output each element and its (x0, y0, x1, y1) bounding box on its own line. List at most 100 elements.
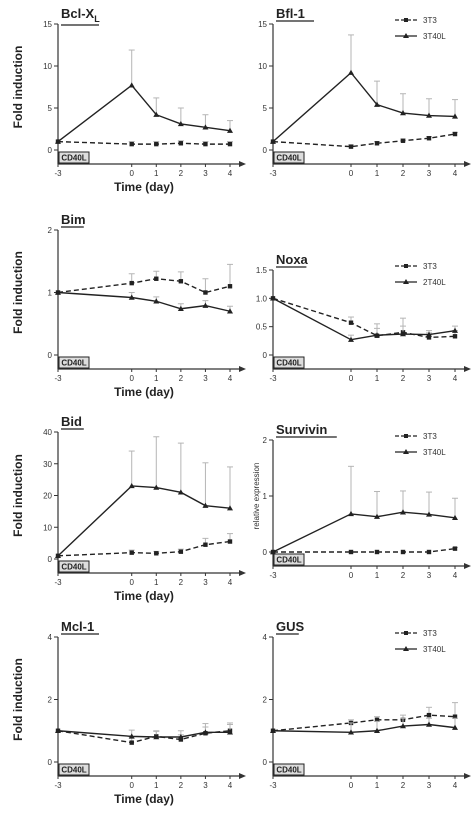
x-tick-label: 2 (401, 781, 406, 790)
data-point (400, 509, 406, 515)
series-3T40L (55, 436, 233, 559)
x-tick-label: 2 (401, 374, 406, 383)
series-line (272, 297, 456, 339)
x-tick-label: 0 (349, 374, 354, 383)
data-point (129, 141, 134, 147)
data-point (202, 124, 209, 130)
x-tick-label: 4 (453, 781, 458, 790)
x-tick-label: 2 (401, 169, 406, 178)
x-tick-label: 3 (203, 169, 208, 178)
legend-marker (403, 33, 409, 38)
series-3T3 (270, 546, 458, 555)
data-point (348, 69, 354, 75)
data-point (129, 550, 134, 555)
legend-label: 3T3 (423, 16, 437, 25)
data-point (452, 514, 458, 521)
x-tick-label: -3 (269, 781, 277, 790)
data-point (153, 734, 160, 740)
y-tick-label: 0.5 (256, 323, 268, 332)
series-line (57, 485, 231, 557)
x-tick-label: -3 (54, 374, 62, 383)
series-line (57, 540, 231, 557)
series-3T40L (270, 465, 458, 555)
data-point (178, 549, 184, 554)
series-3T40L (270, 717, 458, 735)
x-tick-label: 4 (228, 578, 233, 587)
y-axis-label: Fold induction (11, 454, 25, 537)
y-tick-label: 10 (43, 523, 52, 532)
x-tick-label: 0 (349, 571, 354, 580)
series-line (57, 730, 230, 738)
y-axis-label: Fold induction (11, 658, 25, 741)
legend-label: 3T3 (423, 432, 437, 441)
data-point (154, 141, 159, 147)
series-3T3 (270, 296, 458, 340)
series-line (57, 84, 231, 143)
x-tick-label: 1 (154, 374, 159, 383)
x-tick-label: -3 (269, 374, 277, 383)
y-tick-label: 10 (258, 62, 267, 71)
data-point (227, 505, 233, 511)
legend-marker (403, 449, 409, 454)
x-tick-label: 0 (129, 578, 134, 587)
y-axis-label: relative expression (252, 463, 261, 530)
series-3T3 (270, 131, 458, 149)
y-tick-label: 0 (263, 146, 268, 155)
series-line (272, 297, 456, 341)
data-point (374, 141, 380, 146)
data-point (227, 127, 233, 133)
chart-panel-7: 0 2 4 -3 0 1 2 3 4 CD40L GUS 3T3 3T40L (263, 619, 471, 790)
x-axis-label: Time (day) (114, 180, 174, 194)
x-tick-label: 1 (375, 374, 380, 383)
legend-label: 3T40L (423, 448, 446, 457)
data-point (270, 138, 276, 144)
data-point (227, 284, 233, 289)
y-tick-label: 15 (258, 20, 267, 29)
data-point (203, 542, 208, 547)
cd40l-box (58, 151, 90, 164)
x-axis-label: Time (day) (114, 385, 174, 399)
x-tick-label: 3 (203, 374, 208, 383)
chart-title: Survivin (276, 422, 327, 437)
data-point (270, 295, 276, 301)
data-point (227, 141, 233, 147)
legend-entry: 3T40L (395, 448, 446, 457)
cd40l-box (273, 553, 305, 566)
chart-panel-6: 0 2 4 -3 0 1 2 3 4 CD40L Mcl-1 Fold induction Time (… (11, 619, 246, 806)
data-point (452, 113, 458, 119)
series-line (57, 291, 231, 312)
cd40l-label: CD40L (61, 154, 86, 163)
series-line (272, 714, 456, 732)
series-2T40L (270, 295, 458, 342)
x-axis-arrow (239, 161, 246, 167)
chart-title: Bid (61, 414, 82, 429)
y-tick-label: 20 (43, 492, 52, 501)
y-tick-label: 0 (48, 146, 53, 155)
y-tick-label: 0 (263, 548, 268, 557)
chart-title: Mcl-1 (61, 619, 94, 634)
data-point (348, 336, 354, 342)
data-point (348, 729, 354, 735)
chart-panel-5: 0 1 2 -3 0 1 2 3 4 CD40L Survivin relative expressi… (252, 422, 471, 580)
y-axis-label: Fold induction (11, 46, 25, 129)
data-point (55, 289, 61, 295)
data-point (426, 511, 432, 517)
x-axis-arrow (464, 366, 471, 372)
data-point (178, 737, 184, 742)
legend-marker (404, 264, 408, 268)
x-tick-label: 4 (453, 571, 458, 580)
y-tick-label: 40 (43, 428, 52, 437)
legend-label: 3T40L (423, 645, 446, 654)
series-3T40L (55, 723, 233, 740)
x-tick-label: -3 (54, 781, 62, 790)
y-tick-label: 0 (48, 555, 53, 564)
data-point (426, 136, 432, 141)
x-tick-label: 2 (401, 571, 406, 580)
data-point (400, 331, 406, 337)
data-point (400, 110, 406, 116)
data-point (426, 112, 432, 118)
x-tick-label: -3 (269, 169, 277, 178)
cd40l-label: CD40L (61, 563, 86, 572)
data-point (202, 729, 209, 735)
x-tick-label: 4 (453, 374, 458, 383)
